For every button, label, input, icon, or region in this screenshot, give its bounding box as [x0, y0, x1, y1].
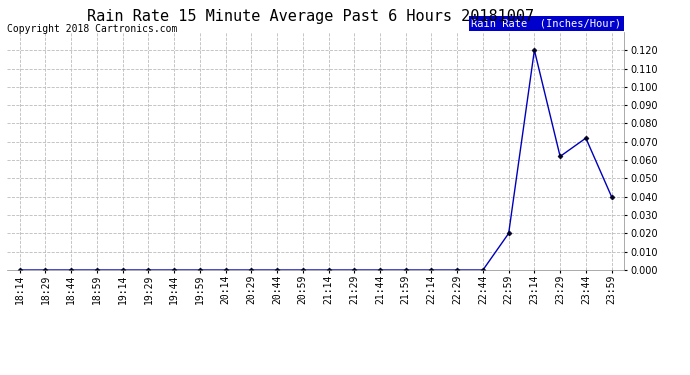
Text: Copyright 2018 Cartronics.com: Copyright 2018 Cartronics.com — [7, 24, 177, 34]
Text: Rain Rate  (Inches/Hour): Rain Rate (Inches/Hour) — [471, 19, 622, 29]
Text: Rain Rate 15 Minute Average Past 6 Hours 20181007: Rain Rate 15 Minute Average Past 6 Hours… — [87, 9, 534, 24]
